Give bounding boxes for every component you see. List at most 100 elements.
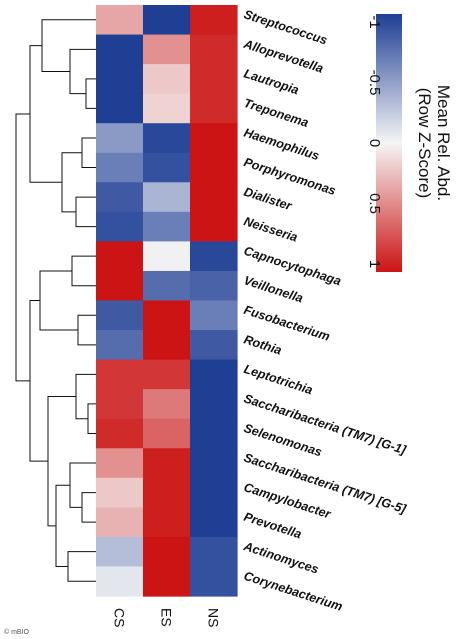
heatmap-cell (143, 34, 191, 65)
heatmap-cell (190, 418, 238, 449)
dendrogram-branch (87, 403, 96, 434)
row-label: Leptotrichia (242, 362, 314, 397)
dendrogram-branch (29, 45, 62, 183)
heatmap-cell (96, 389, 144, 420)
colorbar-tick-label: 1 (366, 260, 383, 268)
column-label: CS (112, 608, 128, 627)
heatmap-cell (96, 448, 144, 479)
heatmap-cell (96, 241, 144, 272)
heatmap-cell (190, 330, 238, 361)
heatmap-cell (96, 330, 144, 361)
heatmap-cell (143, 64, 191, 95)
dendrogram-branch (75, 196, 96, 228)
heatmap-cell (143, 330, 191, 361)
heatmap-cell (190, 241, 238, 272)
dendrogram-branch (29, 300, 48, 462)
row-label: Veillonella (242, 273, 305, 305)
row-label: Dialister (242, 185, 294, 214)
heatmap-cell (96, 93, 144, 124)
heatmap-cell (143, 359, 191, 390)
heatmap-cell (96, 359, 144, 390)
colorbar-tick-label: 0 (366, 139, 383, 147)
column-labels: CS ES NS (112, 608, 222, 627)
heatmap-cell (96, 182, 144, 213)
heatmap-cell (190, 359, 238, 390)
heatmap-cell (190, 211, 238, 242)
colorbar-title-line2: (Row Z-Score) (415, 88, 434, 199)
heatmap-cell (190, 536, 238, 568)
heatmap-cell (143, 300, 191, 331)
heatmap-cell (96, 152, 144, 183)
column-label: NS (206, 608, 222, 627)
dendrogram-branch (81, 492, 96, 523)
heatmap-cell (96, 211, 144, 242)
column-label: ES (159, 608, 175, 627)
heatmap-cell (96, 5, 144, 36)
heatmap-cell (190, 477, 238, 508)
heatmap-cell (96, 64, 144, 95)
heatmap-cell (143, 93, 191, 124)
colorbar-title-line1: Mean Rel. Abd. (434, 85, 453, 201)
dendrogram-branch (67, 551, 96, 582)
heatmap-cell (143, 507, 191, 538)
colorbar-tick-label: 0.5 (366, 193, 383, 214)
row-label: Treponema (242, 96, 310, 130)
heatmap-cell (143, 389, 191, 420)
colorbar-tick-label: -1 (366, 15, 383, 28)
heatmap-cell (190, 152, 238, 183)
heatmap-cell (96, 477, 144, 508)
colorbar-tick-label: -0.5 (366, 70, 383, 96)
heatmap-cell (190, 270, 238, 302)
dendrogram-branch (71, 255, 96, 287)
heatmap-cell (190, 182, 238, 213)
dendrogram-branch (15, 113, 30, 382)
dendrogram-branch (61, 152, 82, 213)
heatmap-cell (143, 566, 191, 597)
heatmap-cell (190, 507, 238, 538)
colorbar: -1 -0.5 0 0.5 1 Mean Rel. Abd.(Row Z-Score) (366, 14, 453, 272)
heatmap-cell (143, 448, 191, 479)
heatmap-cell (143, 182, 191, 213)
dendrogram-branch (75, 373, 96, 420)
heatmap-cell (96, 34, 144, 65)
heatmap-cell (190, 389, 238, 420)
heatmap-cell (143, 211, 191, 242)
dendrogram-branch (81, 137, 96, 169)
heatmap-cell (190, 300, 238, 331)
heatmap-cell (143, 270, 191, 302)
heatmap-cell (190, 5, 238, 36)
heatmap-cell (143, 418, 191, 449)
heatmap-cell (143, 477, 191, 508)
dendrogram-branch (85, 78, 96, 109)
row-label: Neisseria (242, 214, 299, 245)
row-dendrogram (15, 19, 96, 582)
row-label: Corynebacterium (242, 569, 344, 614)
heatmap-cell (96, 418, 144, 449)
colorbar-gradient (376, 14, 402, 272)
dendrogram-branch (77, 314, 96, 346)
row-label: Saccharibacteria (TM7) [G-1] (242, 391, 408, 457)
heatmap-cell (190, 448, 238, 479)
credit-text: © mBIO (4, 628, 30, 636)
heatmap-cell (143, 5, 191, 36)
heatmap-cell (190, 64, 238, 95)
heatmap-cell (96, 123, 144, 154)
heatmap-cells (96, 5, 238, 597)
heatmap-cell (143, 152, 191, 183)
row-label: Prevotella (242, 510, 303, 542)
heatmap-cell (190, 93, 238, 124)
row-label: Lautropia (242, 66, 301, 97)
heatmap-cell (143, 241, 191, 272)
heatmap-cell (143, 123, 191, 154)
heatmap-cell (190, 566, 238, 597)
dendrogram-branch (69, 48, 96, 95)
heatmap-cell (190, 34, 238, 65)
dendrogram-branch (47, 396, 76, 527)
row-label: Rothia (242, 332, 283, 357)
heatmap-cell (143, 536, 191, 568)
heatmap-cell (96, 566, 144, 597)
heatmap-cell (96, 507, 144, 538)
heatmap-cell (96, 536, 144, 568)
